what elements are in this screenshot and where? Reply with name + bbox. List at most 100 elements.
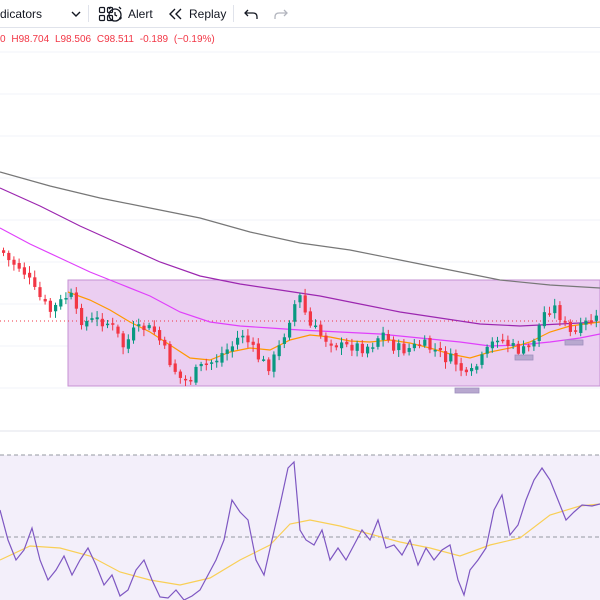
replay-button[interactable]: Replay <box>168 0 226 27</box>
candle-up <box>132 327 136 341</box>
candle-down <box>142 325 146 331</box>
candle-down <box>43 298 47 302</box>
candle-up <box>594 315 598 321</box>
candle-down <box>158 330 162 341</box>
candle-up <box>64 298 68 300</box>
candle-up <box>215 360 219 363</box>
rewind-icon <box>168 7 184 21</box>
candle-down <box>17 263 21 269</box>
candle-up <box>210 362 214 364</box>
candle-down <box>386 334 390 341</box>
candle-down <box>345 341 349 345</box>
candle-up <box>54 304 58 312</box>
candle-up <box>236 337 240 345</box>
alert-button[interactable]: Alert <box>106 0 153 27</box>
price-marker <box>454 387 480 394</box>
toolbar-divider <box>233 5 234 22</box>
candle-up <box>194 366 198 383</box>
ma-fast-line <box>67 291 600 361</box>
candle-down <box>516 343 520 354</box>
candle-down <box>48 300 52 312</box>
candle-down <box>152 326 156 332</box>
candle-down <box>563 321 567 323</box>
candle-down <box>168 344 172 366</box>
price-markers <box>454 339 584 394</box>
candle-up <box>470 368 474 372</box>
candle-up <box>449 353 453 362</box>
candle-down <box>189 379 193 382</box>
candle-up <box>262 359 266 361</box>
chevron-down-icon[interactable] <box>70 0 82 27</box>
candle-down <box>74 292 78 309</box>
candle-up <box>355 343 359 351</box>
candle-up <box>511 343 515 346</box>
candle-down <box>178 371 182 378</box>
candle-up <box>381 332 385 340</box>
candle-down <box>438 348 442 351</box>
candle-up <box>480 354 484 365</box>
candle-down <box>506 339 510 346</box>
ohlc-change-pct: (−0.19%) <box>173 34 215 45</box>
candle-up <box>147 325 151 329</box>
candle-down <box>360 343 364 354</box>
candle-down <box>444 351 448 363</box>
candle-down <box>303 295 307 313</box>
candle-up <box>340 342 344 349</box>
candle-up <box>282 337 286 344</box>
candle-up <box>584 320 588 325</box>
candle-up <box>496 340 500 343</box>
candle-up <box>532 340 536 347</box>
candle-down <box>251 341 255 345</box>
candle-down <box>267 359 271 372</box>
candle-down <box>334 345 338 348</box>
candle-down <box>324 335 328 342</box>
candle-up <box>288 322 292 338</box>
candle-up <box>220 353 224 363</box>
candle-up <box>293 304 297 322</box>
candle-down <box>501 339 505 342</box>
candle-up <box>314 325 318 328</box>
candle-down <box>329 343 333 346</box>
candle-down <box>464 369 468 373</box>
indicators-button[interactable]: dicators <box>0 0 42 27</box>
candle-up <box>553 305 557 314</box>
candle-up <box>199 363 203 367</box>
candle-up <box>376 338 380 347</box>
candle-down <box>33 277 37 287</box>
ohlc-close: C98.511 <box>96 34 134 45</box>
ma-short-line <box>0 227 600 347</box>
candle-up <box>537 325 541 341</box>
candle-down <box>589 320 593 323</box>
candle-down <box>558 305 562 321</box>
ohlc-low: L98.506 <box>54 34 92 45</box>
candle-down <box>2 250 6 253</box>
alarm-clock-icon <box>106 5 124 23</box>
candle-up <box>69 292 73 297</box>
candle-down <box>548 313 552 315</box>
undo-icon[interactable] <box>243 0 259 27</box>
top-toolbar: dicators Alert Repla <box>0 0 600 28</box>
candle-up <box>241 335 245 338</box>
candle-up <box>522 346 526 354</box>
candlestick-series[interactable] <box>2 247 598 387</box>
candle-up <box>90 318 94 320</box>
candle-down <box>204 363 208 365</box>
toolbar-divider <box>88 5 89 22</box>
candle-up <box>412 343 416 349</box>
candle-down <box>392 339 396 351</box>
candle-down <box>116 326 120 334</box>
candle-down <box>319 324 323 336</box>
candle-up <box>579 322 583 333</box>
candle-down <box>350 344 354 351</box>
candle-down <box>100 318 104 327</box>
candle-down <box>574 330 578 332</box>
candle-up <box>277 345 281 357</box>
candle-up <box>230 346 234 352</box>
candle-down <box>80 307 84 326</box>
candle-down <box>22 267 26 275</box>
ohlc-high: H98.704 <box>11 34 50 45</box>
price-marker <box>514 354 534 361</box>
price-range-box[interactable] <box>67 279 600 387</box>
redo-icon[interactable] <box>273 0 289 27</box>
